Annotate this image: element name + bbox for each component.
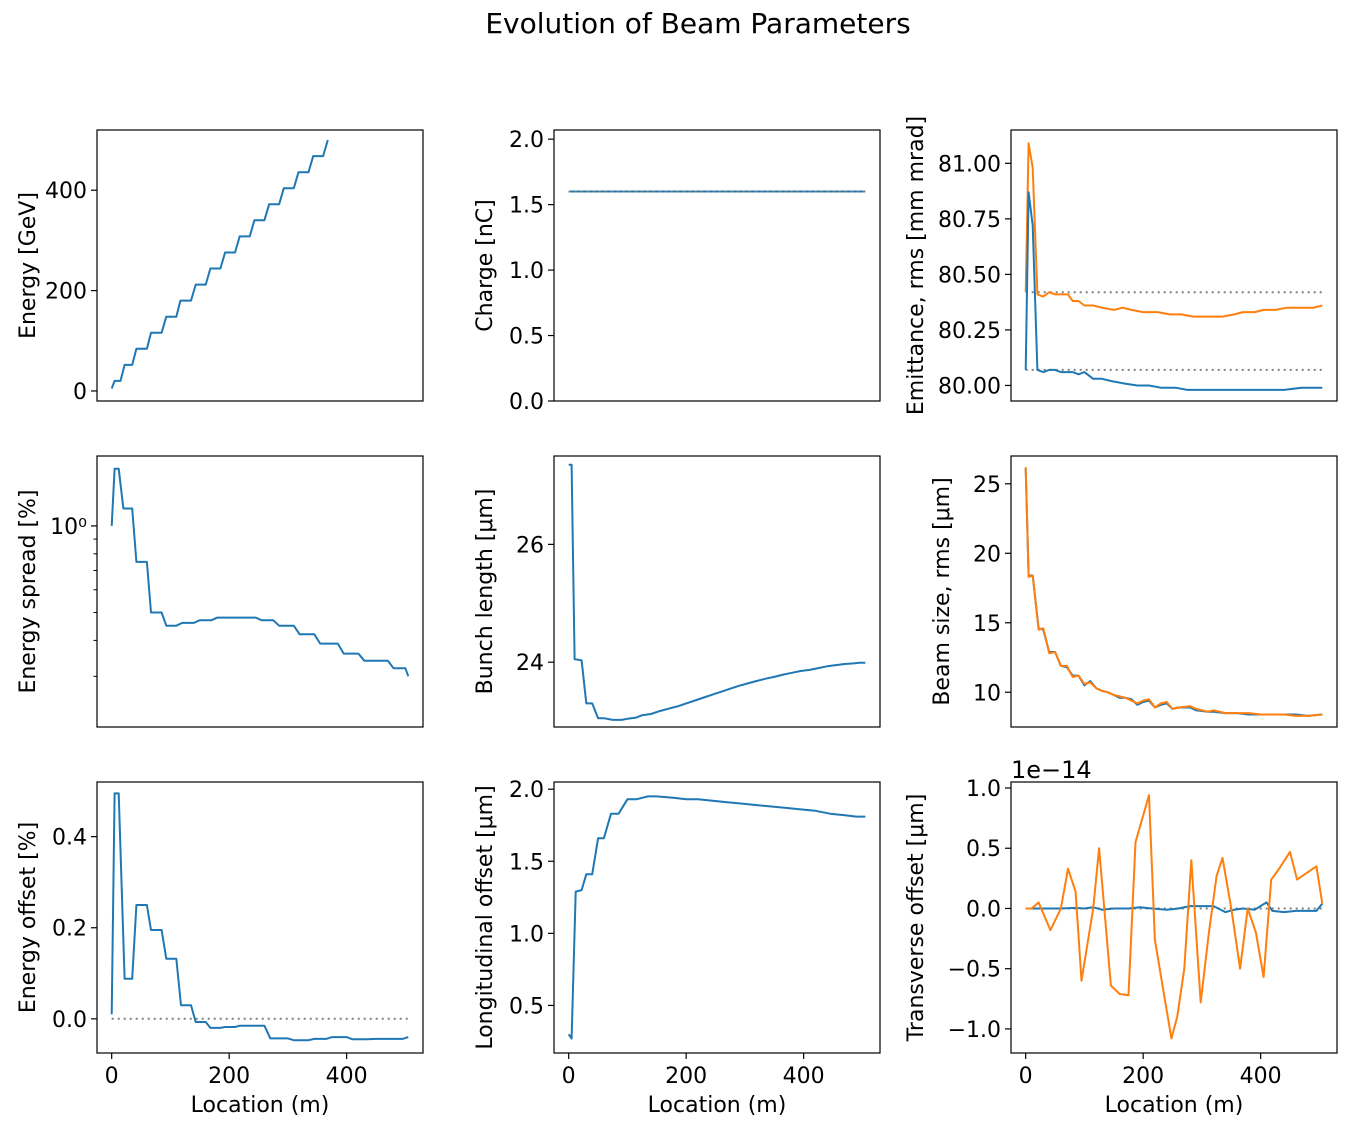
energy-axes-frame (96, 129, 424, 402)
longitudinal-offset-x-tick-label: 400 (783, 1064, 825, 1089)
transverse-offset-y-tick-label: 0.0 (966, 897, 1001, 922)
emittance-y-tick-label: 80.50 (938, 263, 1001, 288)
beam-size-series-line-1 (1024, 468, 1323, 717)
transverse-offset-scale-label: 1e−14 (1011, 756, 1092, 784)
subplot-energy-spread: 10⁰ Energy spread [%] (16, 455, 424, 728)
longitudinal-offset-y-axis-label: Longitudinal offset [μm] (473, 785, 498, 1049)
charge-y-tick-label: 1.5 (509, 194, 544, 219)
emittance-axes-frame (1010, 129, 1338, 402)
transverse-offset-x-tick-label: 200 (1122, 1064, 1164, 1089)
emittance-y-tick-label: 80.25 (938, 319, 1001, 344)
figure-title: Evolution of Beam Parameters (485, 7, 910, 40)
emittance-series-line-4 (1024, 191, 1323, 391)
beam-size-y-tick-label: 15 (973, 612, 1001, 637)
energy-offset-x-tick-label: 0 (105, 1064, 119, 1089)
subplot-bunch-length: 24 26 Bunch length [μm] (473, 455, 881, 728)
emittance-y-tick-label: 81.00 (938, 152, 1001, 177)
transverse-offset-series-line-3 (1025, 794, 1324, 1040)
beam-size-y-tick-label: 25 (973, 473, 1001, 498)
longitudinal-offset-series-line-1 (567, 795, 866, 1040)
energy-offset-axes-frame (96, 781, 424, 1054)
emittance-y-tick-label: 80.75 (938, 208, 1001, 233)
transverse-offset-x-axis-label: Location (m) (1105, 1093, 1244, 1118)
charge-axes-frame (553, 129, 881, 402)
bunch-length-y-axis-label: Bunch length [μm] (473, 489, 498, 695)
energy-spread-y-axis-label: Energy spread [%] (16, 489, 41, 693)
energy-y-tick-label: 0 (73, 380, 87, 405)
transverse-offset-x-tick-label: 400 (1240, 1064, 1282, 1089)
transverse-offset-y-tick-label: 0.5 (966, 837, 1001, 862)
beam-size-axes-frame (1010, 455, 1338, 728)
charge-y-axis-label: Charge [nC] (473, 199, 498, 331)
beam-size-y-axis-label: Beam size, rms [μm] (930, 477, 955, 705)
subplot-beam-size: 10 15 20 25 Beam size, rms [μm] (930, 455, 1338, 728)
transverse-offset-x-tick-label: 0 (1019, 1064, 1033, 1089)
energy-spread-series-line-1 (110, 467, 410, 677)
charge-y-tick-label: 2.0 (509, 128, 544, 153)
longitudinal-offset-y-tick-label: 0.5 (509, 994, 544, 1019)
energy-offset-y-axis-label: Energy offset [%] (16, 822, 41, 1013)
longitudinal-offset-y-tick-label: 1.5 (509, 850, 544, 875)
longitudinal-offset-x-axis-label: Location (m) (648, 1093, 787, 1118)
subplot-charge: 0.0 0.5 1.0 1.5 2.0 Charge [nC] (473, 128, 881, 415)
energy-spread-y-tick-label: 10⁰ (50, 515, 87, 540)
transverse-offset-axes-frame (1010, 781, 1338, 1054)
energy-y-tick-label: 200 (45, 280, 87, 305)
energy-offset-x-tick-label: 200 (208, 1064, 250, 1089)
bunch-length-series-line-1 (568, 463, 866, 721)
subplot-emittance: 80.00 80.25 80.50 80.75 81.00 Emittance, rms … (904, 116, 1338, 415)
beam-size-y-tick-label: 10 (973, 681, 1001, 706)
energy-y-tick-label: 400 (45, 179, 87, 204)
bunch-length-y-tick-label: 26 (516, 533, 544, 558)
energy-offset-x-tick-label: 400 (326, 1064, 368, 1089)
subplot-longitudinal-offset: 0.5 1.0 1.5 2.0 0 200 400 Longitudinal offset [… (473, 778, 881, 1118)
longitudinal-offset-axes-frame (553, 781, 881, 1054)
transverse-offset-y-axis-label: Transverse offset [μm] (904, 794, 929, 1043)
charge-y-tick-label: 0.5 (509, 325, 544, 350)
transverse-offset-series-line-2 (1025, 901, 1324, 914)
subplot-energy-offset: 0.0 0.2 0.4 0 200 400 Energy offset [%] Locatio… (16, 781, 424, 1118)
energy-offset-series-line-2 (110, 792, 409, 1042)
longitudinal-offset-y-tick-label: 2.0 (509, 778, 544, 803)
longitudinal-offset-x-tick-label: 200 (665, 1064, 707, 1089)
transverse-offset-y-tick-label: 1.0 (966, 777, 1001, 802)
energy-offset-y-tick-label: 0.0 (52, 1008, 87, 1033)
energy-spread-axes-frame (96, 455, 424, 728)
emittance-y-axis-label: Emittance, rms [mm mrad] (904, 116, 929, 415)
longitudinal-offset-y-tick-label: 1.0 (509, 922, 544, 947)
transverse-offset-y-tick-label: −1.0 (948, 1018, 1001, 1043)
subplot-transverse-offset: −1.0 −0.5 0.0 0.5 1.0 0 200 400 Transverse offse… (904, 756, 1338, 1118)
beam-size-series-line-2 (1024, 467, 1323, 717)
energy-offset-y-tick-label: 0.4 (52, 826, 87, 851)
longitudinal-offset-x-tick-label: 0 (562, 1064, 576, 1089)
transverse-offset-y-tick-label: −0.5 (948, 958, 1001, 983)
bunch-length-y-tick-label: 24 (516, 651, 544, 676)
energy-series-line-1 (110, 139, 329, 389)
charge-y-tick-label: 1.0 (509, 259, 544, 284)
bunch-length-axes-frame (553, 455, 881, 728)
emittance-y-tick-label: 80.00 (938, 374, 1001, 399)
energy-offset-y-tick-label: 0.2 (52, 917, 87, 942)
energy-y-axis-label: Energy [GeV] (16, 192, 41, 339)
energy-offset-x-axis-label: Location (m) (191, 1093, 330, 1118)
charge-y-tick-label: 0.0 (509, 390, 544, 415)
emittance-series-line-3 (1024, 142, 1323, 318)
beam-size-y-tick-label: 20 (973, 542, 1001, 567)
